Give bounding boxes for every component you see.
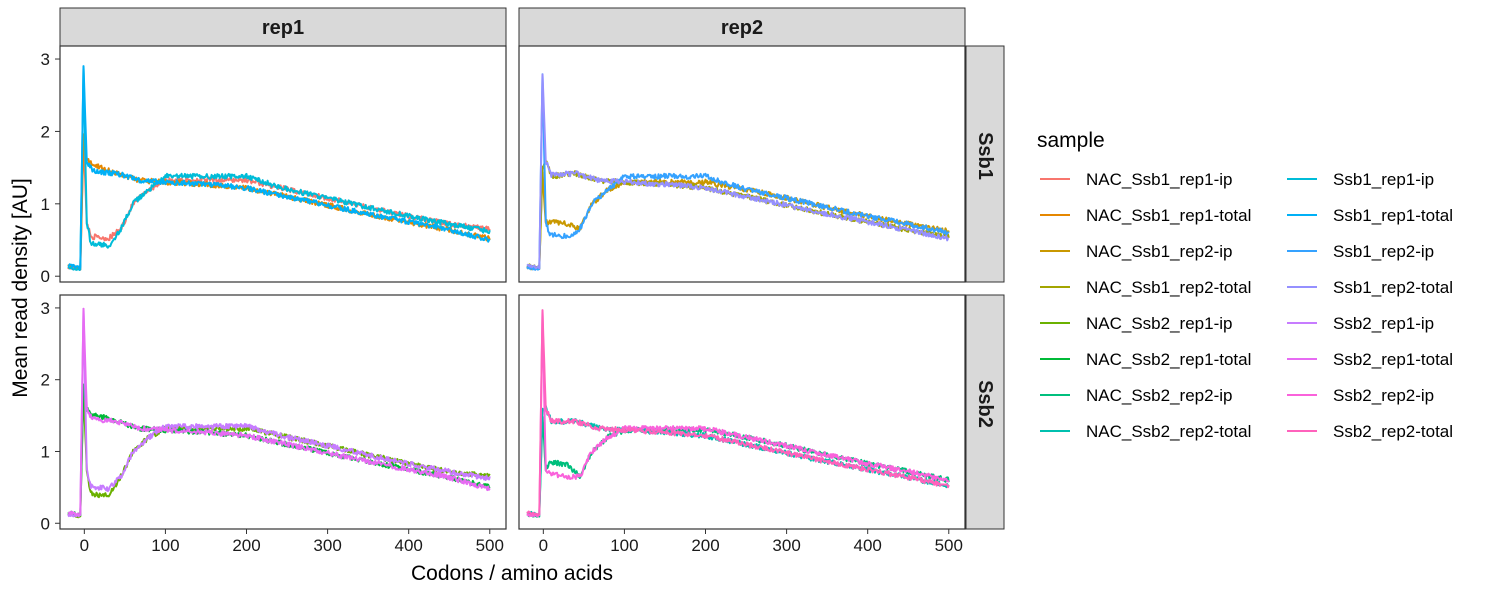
legend-item: NAC_Ssb1_rep1-ip xyxy=(1040,170,1232,189)
legend-label: Ssb1_rep1-ip xyxy=(1333,170,1434,189)
legend-item: Ssb1_rep2-ip xyxy=(1287,242,1434,261)
x-tick-label: 400 xyxy=(395,536,423,555)
legend-item: Ssb2_rep1-total xyxy=(1287,350,1453,369)
panel-border xyxy=(59,45,507,283)
legend-label: NAC_Ssb2_rep1-ip xyxy=(1086,314,1232,333)
x-tick-label: 100 xyxy=(610,536,638,555)
strip-label-rep2: rep2 xyxy=(721,17,763,39)
legend-item: Ssb1_rep1-total xyxy=(1287,206,1453,225)
strip-label-ssb2: Ssb2 xyxy=(974,380,996,428)
legend-label: Ssb2_rep2-ip xyxy=(1333,386,1434,405)
panel-ssb1-rep1 xyxy=(59,45,507,283)
y-axis-title: Mean read density [AU] xyxy=(9,178,32,397)
panel-background xyxy=(60,295,506,529)
panel-background xyxy=(519,46,965,282)
legend-item: NAC_Ssb2_rep2-total xyxy=(1040,422,1251,441)
facet-strips: rep1 rep2 Ssb1 Ssb2 xyxy=(59,7,1005,530)
series-line-Ssb1_rep1-ip xyxy=(67,65,491,271)
series-line-Ssb2_rep1-total xyxy=(67,307,491,517)
x-tick-label: 300 xyxy=(772,536,800,555)
x-tick-label: 500 xyxy=(476,536,504,555)
series-line-Ssb1_rep2-ip xyxy=(526,73,950,271)
panel-lines xyxy=(526,73,950,271)
series-line-Ssb2_rep2-total xyxy=(526,309,950,517)
legend-title: sample xyxy=(1037,129,1105,152)
x-tick-label: 400 xyxy=(854,536,882,555)
x-tick-label: 0 xyxy=(80,536,89,555)
legend-item: NAC_Ssb1_rep2-total xyxy=(1040,278,1251,297)
legend-item: Ssb2_rep2-total xyxy=(1287,422,1453,441)
panel-background xyxy=(60,46,506,282)
x-tick-label: 200 xyxy=(232,536,260,555)
panel-ssb2-rep1 xyxy=(59,294,507,530)
panel-lines xyxy=(526,309,950,518)
y-tick-label: 3 xyxy=(41,299,50,318)
legend-label: NAC_Ssb2_rep2-total xyxy=(1086,422,1251,441)
legend-item: Ssb2_rep2-ip xyxy=(1287,386,1434,405)
series-line-Ssb2_rep2-ip xyxy=(526,309,950,518)
legend-label: NAC_Ssb1_rep2-ip xyxy=(1086,242,1232,261)
panel-border xyxy=(518,45,966,283)
legend-item: NAC_Ssb2_rep1-ip xyxy=(1040,314,1232,333)
legend-item: Ssb2_rep1-ip xyxy=(1287,314,1434,333)
legend-label: NAC_Ssb2_rep2-ip xyxy=(1086,386,1232,405)
legend-label: Ssb2_rep1-total xyxy=(1333,350,1453,369)
x-tick-label: 100 xyxy=(151,536,179,555)
y-tick-label: 2 xyxy=(41,371,50,390)
legend-label: Ssb1_rep2-ip xyxy=(1333,242,1434,261)
x-tick-label: 200 xyxy=(691,536,719,555)
panel-ssb1-rep2 xyxy=(518,45,966,283)
x-tick-label: 0 xyxy=(539,536,548,555)
legend-item: Ssb1_rep1-ip xyxy=(1287,170,1434,189)
legend-label: NAC_Ssb2_rep1-total xyxy=(1086,350,1251,369)
panel-background xyxy=(519,295,965,529)
y-tick-label: 0 xyxy=(41,514,50,533)
legend-item: NAC_Ssb1_rep1-total xyxy=(1040,206,1251,225)
legend-item: NAC_Ssb2_rep1-total xyxy=(1040,350,1251,369)
strip-ssb1 xyxy=(965,45,1005,283)
legend-item: NAC_Ssb2_rep2-ip xyxy=(1040,386,1232,405)
legend-label: NAC_Ssb1_rep2-total xyxy=(1086,278,1251,297)
y-tick-label: 0 xyxy=(41,267,50,286)
strip-label-ssb1: Ssb1 xyxy=(974,132,996,180)
x-axis-title: Codons / amino acids xyxy=(411,562,613,585)
panel-lines xyxy=(67,307,491,519)
legend-item: NAC_Ssb1_rep2-ip xyxy=(1040,242,1232,261)
legend-label: NAC_Ssb1_rep1-total xyxy=(1086,206,1251,225)
legend-label: Ssb1_rep1-total xyxy=(1333,206,1453,225)
y-tick-label: 2 xyxy=(41,122,50,141)
x-tick-label: 500 xyxy=(935,536,963,555)
series-line-Ssb2_rep1-ip xyxy=(67,307,491,518)
panel-border xyxy=(518,294,966,530)
x-tick-label: 300 xyxy=(313,536,341,555)
legend-item: Ssb1_rep2-total xyxy=(1287,278,1453,297)
strip-label-rep1: rep1 xyxy=(262,17,304,39)
axes: 0 1 2 3 0 100 200 300 400 500 0 1 2 3 0 100 200 300 400 500 xyxy=(41,50,963,555)
y-tick-label: 1 xyxy=(41,442,50,461)
legend-label: Ssb2_rep2-total xyxy=(1333,422,1453,441)
panel-ssb2-rep2 xyxy=(518,294,966,530)
legend-label: NAC_Ssb1_rep1-ip xyxy=(1086,170,1232,189)
series-line-Ssb1_rep1-total xyxy=(67,65,491,270)
legend: sample NAC_Ssb1_rep1-ip NAC_Ssb1_rep1-tot… xyxy=(1037,129,1453,441)
y-tick-label: 3 xyxy=(41,50,50,69)
series-line-Ssb1_rep2-total xyxy=(526,73,949,270)
legend-label: Ssb1_rep2-total xyxy=(1333,278,1453,297)
y-tick-label: 1 xyxy=(41,195,50,214)
panel-border xyxy=(59,294,507,530)
panel-lines xyxy=(67,65,491,271)
strip-ssb2 xyxy=(965,294,1005,530)
panels xyxy=(59,45,966,530)
strip-rep1 xyxy=(59,7,507,47)
legend-label: Ssb2_rep1-ip xyxy=(1333,314,1434,333)
